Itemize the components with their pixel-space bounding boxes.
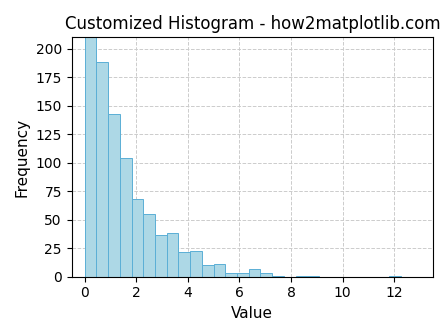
Bar — [307, 276, 319, 277]
Bar — [296, 276, 307, 277]
Bar — [108, 114, 120, 277]
Bar — [132, 199, 143, 277]
Bar — [260, 273, 272, 277]
Bar — [202, 265, 214, 277]
Bar — [178, 252, 190, 277]
X-axis label: Value: Value — [231, 306, 273, 321]
Bar — [167, 234, 178, 277]
Bar — [237, 273, 249, 277]
Title: Customized Histogram - how2matplotlib.com: Customized Histogram - how2matplotlib.co… — [65, 15, 440, 33]
Bar — [389, 276, 401, 277]
Bar — [143, 214, 155, 277]
Y-axis label: Frequency: Frequency — [15, 118, 30, 197]
Bar — [85, 0, 96, 277]
Bar — [249, 269, 260, 277]
Bar — [96, 62, 108, 277]
Bar — [120, 158, 132, 277]
Bar — [190, 251, 202, 277]
Bar — [155, 235, 167, 277]
Bar — [225, 273, 237, 277]
Bar — [272, 276, 284, 277]
Bar — [214, 264, 225, 277]
